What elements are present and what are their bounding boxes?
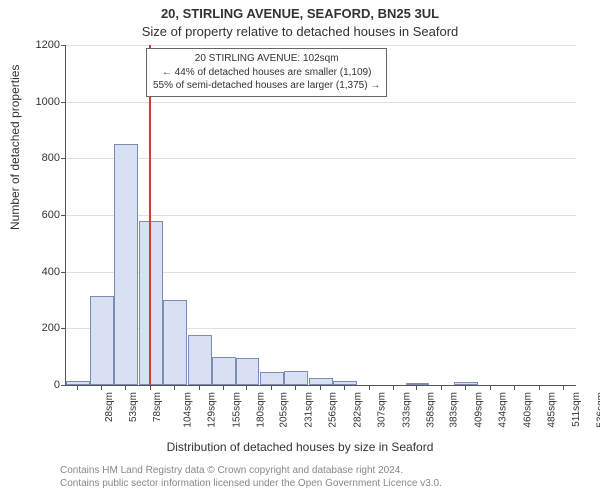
- x-tick-mark: [320, 385, 321, 390]
- y-tick-label: 400: [20, 266, 60, 278]
- x-tick-label: 205sqm: [279, 392, 290, 428]
- x-tick-mark: [563, 385, 564, 390]
- x-tick-label: 78sqm: [152, 392, 163, 422]
- y-tick-label: 600: [20, 209, 60, 221]
- x-axis-label: Distribution of detached houses by size …: [0, 440, 600, 454]
- histogram-bar: [406, 383, 430, 385]
- y-tick-mark: [61, 45, 66, 46]
- histogram-bar: [212, 357, 236, 385]
- footnote-line2: Contains public sector information licen…: [60, 478, 442, 489]
- x-tick-mark: [344, 385, 345, 390]
- x-tick-label: 53sqm: [128, 392, 139, 422]
- x-tick-label: 180sqm: [255, 392, 266, 428]
- histogram-bar: [284, 371, 308, 385]
- y-tick-label: 1200: [20, 39, 60, 51]
- x-tick-mark: [77, 385, 78, 390]
- x-tick-label: 409sqm: [474, 392, 485, 428]
- x-tick-label: 511sqm: [571, 392, 582, 427]
- x-tick-label: 282sqm: [353, 392, 364, 428]
- grid-line: [66, 102, 576, 103]
- x-tick-mark: [125, 385, 126, 390]
- y-tick-mark: [61, 328, 66, 329]
- x-tick-label: 28sqm: [104, 392, 115, 422]
- x-tick-label: 307sqm: [376, 392, 387, 428]
- x-tick-mark: [199, 385, 200, 390]
- histogram-bar: [163, 300, 187, 385]
- y-tick-mark: [61, 102, 66, 103]
- y-tick-label: 200: [20, 322, 60, 334]
- x-tick-label: 129sqm: [206, 392, 217, 428]
- page-title-sub: Size of property relative to detached ho…: [0, 24, 600, 39]
- y-tick-label: 0: [20, 379, 60, 391]
- x-tick-mark: [539, 385, 540, 390]
- histogram-plot: 20 STIRLING AVENUE: 102sqm← 44% of detac…: [65, 45, 576, 386]
- grid-line: [66, 215, 576, 216]
- x-tick-mark: [223, 385, 224, 390]
- x-tick-mark: [101, 385, 102, 390]
- grid-line: [66, 45, 576, 46]
- footnote-line1: Contains HM Land Registry data © Crown c…: [60, 465, 403, 476]
- x-tick-mark: [465, 385, 466, 390]
- histogram-bar: [90, 296, 114, 385]
- x-tick-mark: [150, 385, 151, 390]
- grid-line: [66, 158, 576, 159]
- x-tick-label: 256sqm: [328, 392, 339, 428]
- x-tick-label: 155sqm: [231, 392, 242, 428]
- x-tick-mark: [514, 385, 515, 390]
- x-tick-mark: [416, 385, 417, 390]
- x-tick-mark: [246, 385, 247, 390]
- x-tick-mark: [441, 385, 442, 390]
- histogram-bar: [260, 372, 284, 385]
- histogram-bar: [236, 358, 260, 385]
- y-tick-mark: [61, 158, 66, 159]
- x-tick-mark: [271, 385, 272, 390]
- x-tick-label: 485sqm: [546, 392, 557, 428]
- x-tick-label: 358sqm: [425, 392, 436, 428]
- footnote: Contains HM Land Registry data © Crown c…: [60, 465, 590, 490]
- x-tick-mark: [295, 385, 296, 390]
- marker-annotation: 20 STIRLING AVENUE: 102sqm← 44% of detac…: [146, 48, 387, 97]
- x-tick-label: 536sqm: [595, 392, 600, 428]
- histogram-bar: [333, 381, 357, 385]
- histogram-bar: [114, 144, 138, 385]
- x-tick-mark: [490, 385, 491, 390]
- x-tick-mark: [174, 385, 175, 390]
- x-tick-label: 231sqm: [304, 392, 315, 428]
- y-axis-label: Number of detached properties: [8, 65, 22, 230]
- histogram-bar: [188, 335, 212, 385]
- y-tick-label: 1000: [20, 96, 60, 108]
- page-title-address: 20, STIRLING AVENUE, SEAFORD, BN25 3UL: [0, 6, 600, 21]
- x-tick-label: 333sqm: [401, 392, 412, 428]
- x-tick-label: 460sqm: [523, 392, 534, 428]
- x-tick-mark: [393, 385, 394, 390]
- histogram-bar: [66, 381, 90, 385]
- histogram-bar: [309, 378, 333, 385]
- y-tick-mark: [61, 215, 66, 216]
- y-tick-mark: [61, 385, 66, 386]
- x-tick-label: 383sqm: [449, 392, 460, 428]
- histogram-bar: [454, 382, 478, 385]
- x-tick-label: 104sqm: [183, 392, 194, 428]
- x-tick-label: 434sqm: [498, 392, 509, 428]
- y-tick-mark: [61, 272, 66, 273]
- y-tick-label: 800: [20, 152, 60, 164]
- x-tick-mark: [369, 385, 370, 390]
